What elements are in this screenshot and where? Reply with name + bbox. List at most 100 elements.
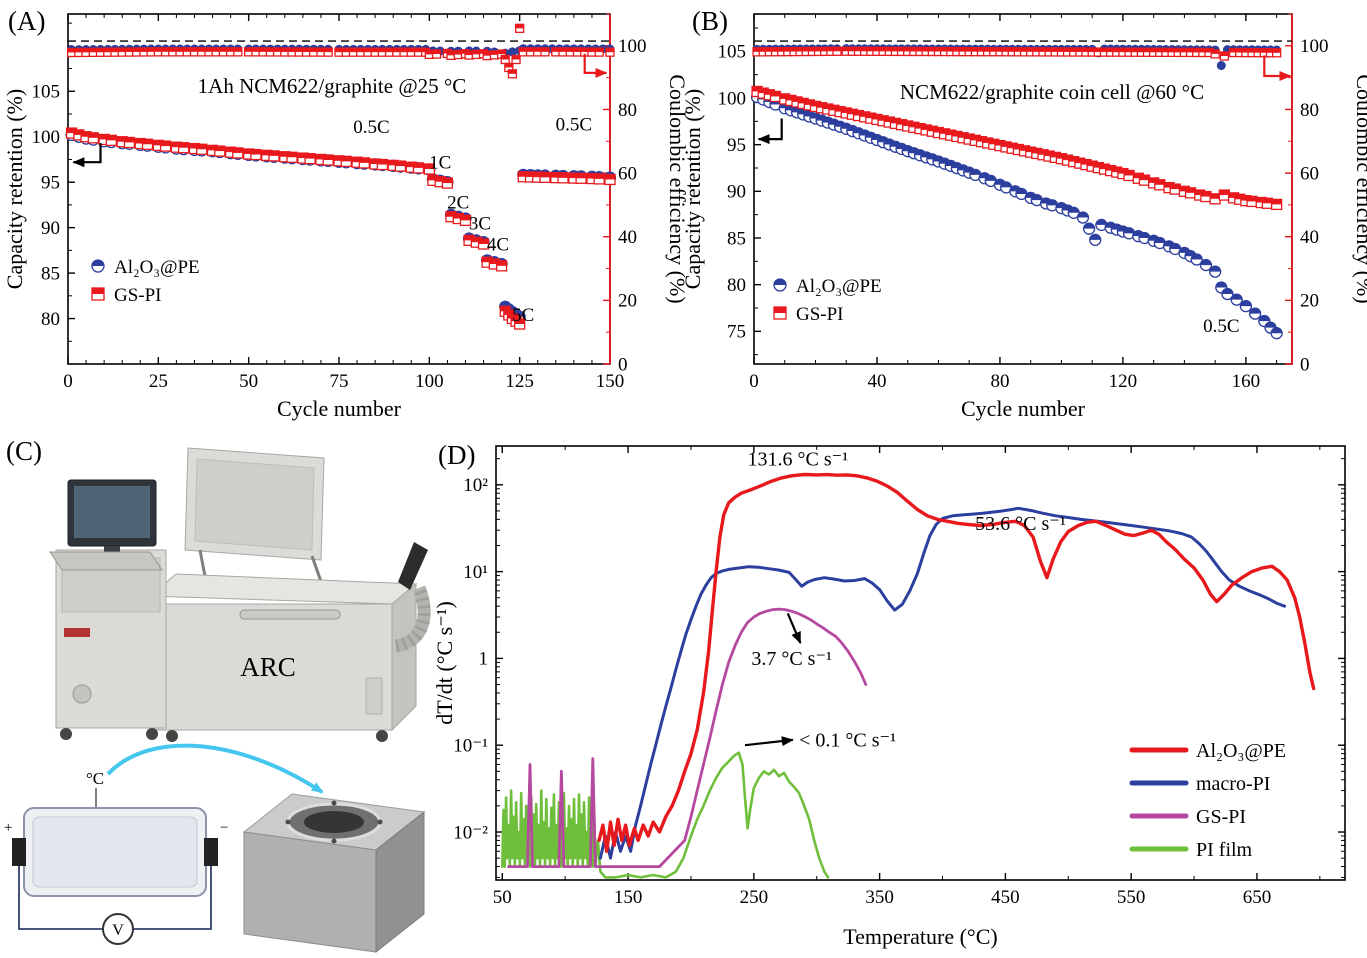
series-Al₂O₃@PE-capacity_retention: [750, 90, 1283, 340]
annotation: 1Ah NCM622/graphite @25 °C: [198, 74, 467, 98]
arc-open-lid-panel: [194, 458, 315, 551]
negative-terminal-label: −: [220, 820, 228, 836]
panel-label-a: (A): [8, 6, 46, 36]
chamber-bolt: [377, 819, 383, 825]
positive-terminal-label: +: [4, 820, 12, 836]
svg-text:85: 85: [727, 228, 746, 249]
svg-text:50: 50: [493, 887, 512, 908]
annotation: < 0.1 °C s⁻¹: [799, 730, 896, 752]
chart-cycling-60c: 0 40 80 120 160 75 80 85 90 95 100 105 0 20 40 60 80 100 C…: [680, 13, 1367, 421]
svg-text:Al₂O₃@PE: Al₂O₃@PE: [1196, 740, 1286, 762]
svg-text:Capacity retention (%): Capacity retention (%): [2, 89, 27, 289]
cabinet-knob: [72, 684, 92, 704]
svg-text:GS-PI: GS-PI: [1196, 806, 1246, 828]
annotation: 5C: [512, 305, 534, 326]
svg-text:20: 20: [618, 291, 637, 312]
caster-wheel: [376, 730, 388, 742]
svg-text:40: 40: [867, 371, 886, 392]
chamber-side-face: [375, 810, 425, 954]
svg-text:Coulombic efficiency (%): Coulombic efficiency (%): [665, 74, 690, 303]
svg-text:Coulombic efficiency (%): Coulombic efficiency (%): [1352, 74, 1367, 303]
panel-label-c: (C): [6, 436, 42, 466]
svg-text:80: 80: [41, 309, 60, 330]
svg-text:0: 0: [63, 371, 73, 392]
svg-text:75: 75: [727, 322, 746, 343]
annotation: 1C: [429, 153, 451, 174]
pouch-cell-inner: [32, 816, 198, 888]
chamber-bolt: [331, 838, 337, 844]
svg-text:105: 105: [32, 82, 61, 103]
series-GS-PI-coulombic_efficiency: [752, 46, 1282, 61]
annotation: 0.5C: [1203, 316, 1239, 337]
svg-text:0: 0: [749, 371, 759, 392]
cell-terminal-right: [204, 838, 218, 866]
insert-arrow: [106, 743, 324, 794]
svg-text:Capacity retention (%): Capacity retention (%): [680, 89, 705, 289]
svg-text:0: 0: [618, 354, 628, 375]
chamber-bolt: [331, 800, 337, 806]
svg-text:Al₂O₃@PE: Al₂O₃@PE: [796, 276, 882, 297]
svg-text:40: 40: [618, 227, 637, 248]
svg-text:25: 25: [149, 371, 168, 392]
series-GS-PI-capacity_retention: [65, 127, 616, 330]
caster-wheel: [146, 728, 158, 740]
svg-text:50: 50: [239, 371, 258, 392]
annotation: NCM622/graphite coin cell @60 °C: [900, 80, 1204, 104]
svg-text:120: 120: [1109, 371, 1138, 392]
svg-text:150: 150: [596, 371, 625, 392]
svg-text:160: 160: [1232, 371, 1261, 392]
chamber-chest-top: [148, 573, 418, 605]
svg-text:10¹: 10¹: [463, 562, 488, 583]
chamber-front-face: [243, 831, 377, 953]
panel-label-d: (D): [438, 440, 476, 470]
annotation: 2C: [447, 193, 469, 214]
svg-text:macro-PI: macro-PI: [1196, 773, 1270, 795]
svg-text:Temperature (°C): Temperature (°C): [843, 924, 997, 949]
annotation-arrow: [583, 53, 608, 78]
voltmeter-circle: [102, 913, 134, 945]
svg-text:80: 80: [618, 100, 637, 121]
svg-text:100: 100: [415, 371, 444, 392]
panel-label-b: (B): [692, 6, 728, 36]
hose-nozzle: [398, 542, 428, 590]
arc-label: ARC: [240, 652, 296, 682]
annotation: 0.5C: [353, 117, 389, 138]
annotation-arrow: [1263, 55, 1292, 81]
svg-text:10⁻¹: 10⁻¹: [453, 736, 488, 757]
keyboard: [49, 551, 163, 571]
chamber-opening-well: [304, 811, 364, 833]
svg-text:125: 125: [505, 371, 534, 392]
svg-text:150: 150: [614, 887, 643, 908]
series-GS-PI-coulombic_efficiency: [66, 23, 615, 79]
annotation: 53.6 °C s⁻¹: [975, 513, 1066, 535]
svg-text:Al₂O₃@PE: Al₂O₃@PE: [114, 257, 200, 278]
svg-text:80: 80: [1300, 100, 1319, 121]
monitor-screen: [74, 486, 150, 538]
voltmeter-wires: [18, 866, 212, 930]
series-macro-PI: [598, 506, 1287, 860]
chart-arc-self-heating-rate: 50 150 250 350 450 550 650 10² 10¹ 1 10⁻¹ 10⁻² Tempe…: [432, 445, 1346, 949]
svg-text:95: 95: [41, 173, 60, 194]
svg-text:95: 95: [727, 135, 746, 156]
arc-test-schematic: °C + − V: [4, 743, 426, 954]
svg-text:60: 60: [1300, 163, 1319, 184]
svg-text:250: 250: [740, 887, 769, 908]
svg-text:85: 85: [41, 263, 60, 284]
annotation: 0.5C: [556, 114, 592, 135]
annotation-arrow: [744, 736, 794, 747]
series-Al₂O₃@PE: [597, 472, 1316, 853]
series-PI film: [501, 751, 830, 879]
svg-text:dT/dt (°C s⁻¹): dT/dt (°C s⁻¹): [432, 601, 457, 725]
chamber-chest-side: [391, 582, 417, 732]
arc-instrument-photo: ARC: [49, 447, 431, 742]
svg-text:Cycle number: Cycle number: [961, 396, 1086, 421]
annotation: 4C: [487, 234, 509, 255]
axes: 0 40 80 120 160 75 80 85 90 95 100 105 0 20 40 60 80 100 C…: [680, 13, 1367, 421]
annotation: 3.7 °C s⁻¹: [751, 648, 832, 670]
svg-text:40: 40: [1300, 227, 1319, 248]
legend: Al₂O₃@PE GS-PI: [773, 276, 882, 325]
legend: Al₂O₃@PE GS-PI: [91, 257, 200, 306]
axes: 0 25 50 75 100 125 150 80 85 90 95 100 105 0 20 40 60 80 1…: [2, 13, 690, 421]
chamber-bolt: [285, 819, 291, 825]
